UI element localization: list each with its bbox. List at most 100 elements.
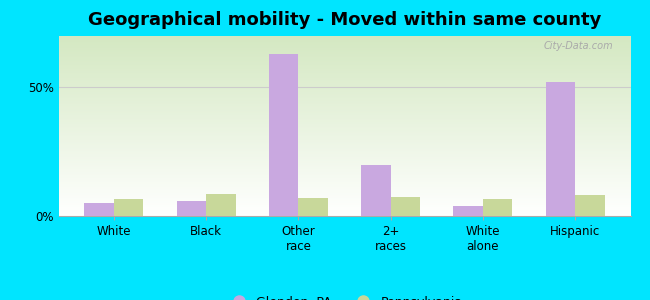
Bar [58, 51, 630, 52]
Bar [58, 131, 630, 132]
Bar [58, 139, 630, 140]
Bar [58, 104, 630, 105]
Bar [58, 110, 630, 111]
Bar [58, 180, 630, 181]
Bar [58, 128, 630, 129]
Bar [58, 41, 630, 42]
Bar [58, 193, 630, 194]
Bar [58, 135, 630, 136]
Bar [58, 171, 630, 172]
Bar [84, 203, 114, 216]
Bar [58, 151, 630, 152]
Bar [58, 181, 630, 182]
Bar [58, 190, 630, 191]
Bar [58, 134, 630, 135]
Bar [58, 150, 630, 151]
Bar [58, 127, 630, 128]
Bar [58, 69, 630, 70]
Bar [58, 152, 630, 153]
Bar [58, 39, 630, 40]
Bar [58, 78, 630, 79]
Bar [58, 175, 630, 176]
Bar [58, 205, 630, 206]
Bar [114, 199, 144, 216]
Bar [58, 56, 630, 57]
Bar [58, 200, 630, 201]
Bar [58, 202, 630, 203]
Bar [58, 154, 630, 155]
Bar [58, 70, 630, 71]
Bar [58, 156, 630, 157]
Bar [58, 155, 630, 156]
Bar [58, 117, 630, 118]
Bar [58, 164, 630, 165]
Bar [58, 57, 630, 58]
Bar [58, 59, 630, 60]
Bar [58, 76, 630, 77]
Bar [58, 49, 630, 50]
Bar [58, 203, 630, 204]
Bar [58, 213, 630, 214]
Bar [58, 75, 630, 76]
Bar [58, 196, 630, 197]
Legend: Glendon, PA, Pennsylvania: Glendon, PA, Pennsylvania [221, 291, 468, 300]
Bar [58, 136, 630, 137]
Bar [58, 207, 630, 208]
Bar [58, 92, 630, 93]
Bar [58, 64, 630, 65]
Bar [58, 211, 630, 212]
Bar [58, 132, 630, 133]
Bar [58, 159, 630, 160]
Bar [58, 52, 630, 53]
Bar [545, 82, 575, 216]
Bar [58, 157, 630, 158]
Bar [58, 95, 630, 96]
Bar [269, 54, 298, 216]
Bar [58, 209, 630, 210]
Bar [58, 96, 630, 97]
Bar [58, 138, 630, 139]
Bar [58, 202, 630, 203]
Bar [58, 60, 630, 61]
Bar [58, 107, 630, 108]
Bar [58, 120, 630, 121]
Bar [58, 141, 630, 142]
Bar [58, 162, 630, 163]
Bar [58, 108, 630, 109]
Bar [58, 161, 630, 162]
Bar [58, 71, 630, 72]
Bar [58, 137, 630, 138]
Bar [58, 147, 630, 148]
Bar [391, 197, 420, 216]
Bar [58, 188, 630, 189]
Bar [58, 50, 630, 51]
Bar [58, 43, 630, 44]
Bar [58, 111, 630, 112]
Bar [58, 189, 630, 190]
Bar [58, 140, 630, 141]
Bar [58, 206, 630, 207]
Bar [58, 204, 630, 205]
Bar [58, 187, 630, 188]
Bar [58, 158, 630, 159]
Bar [58, 97, 630, 98]
Bar [58, 65, 630, 66]
Bar [58, 83, 630, 84]
Bar [58, 62, 630, 63]
Bar [58, 37, 630, 38]
Bar [58, 124, 630, 125]
Bar [58, 208, 630, 209]
Bar [58, 109, 630, 110]
Bar [298, 198, 328, 216]
Bar [58, 81, 630, 82]
Bar [58, 55, 630, 56]
Bar [58, 183, 630, 184]
Bar [58, 102, 630, 103]
Bar [58, 145, 630, 146]
Bar [58, 166, 630, 167]
Bar [58, 112, 630, 113]
Bar [58, 77, 630, 78]
Bar [58, 100, 630, 101]
Bar [58, 168, 630, 169]
Bar [58, 93, 630, 94]
